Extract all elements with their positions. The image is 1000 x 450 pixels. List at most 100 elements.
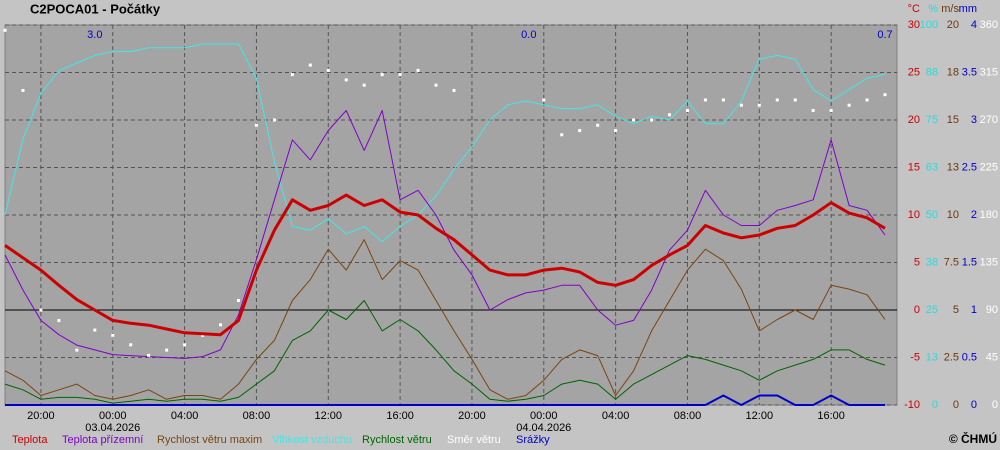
x-tick-label: 08:00 [674,410,702,422]
direction-point [39,308,43,312]
y-tick-label: 2.5 [944,351,959,363]
y-tick-label: 90 [986,304,998,316]
x-tick-label: 08:00 [243,410,271,422]
legend-entry: Vlhkost vzduchu [272,434,352,446]
y-tick-label: 0 [992,399,998,411]
axis-unit: % [928,3,938,15]
series-line [4,193,886,337]
direction-point [57,319,61,323]
x-tick-label: 16:00 [386,410,414,422]
y-tick-label: 20 [908,114,920,126]
x-tick-label: 12:00 [315,410,343,422]
direction-point [380,73,384,77]
direction-point [650,118,654,122]
direction-point [147,353,151,357]
direction-point [811,109,815,112]
y-tick-label: 7.5 [944,256,959,268]
y-tick-label: 5 [953,304,959,316]
y-tick-label: 4 [971,19,977,31]
y-tick-label: 2 [971,209,977,221]
direction-point [578,129,582,133]
y-tick-label: 63 [926,161,938,173]
direction-point [75,348,79,352]
y-tick-label: 100 [920,19,938,31]
y-tick-label: 180 [980,209,998,221]
direction-point [254,123,258,127]
direction-point [21,88,25,92]
direction-point [703,98,707,102]
direction-point [344,78,348,82]
y-tick-label: 20 [947,19,959,31]
direction-point [542,98,546,102]
direction-point [416,68,420,72]
direction-point [165,348,169,352]
direction-point [883,93,887,97]
legend-entry: Teplota [12,434,48,446]
direction-point [775,98,779,102]
copyright: © ČHMÚ [949,431,997,446]
direction-point [219,323,223,327]
direction-point [111,333,115,337]
y-tick-label: 3.5 [962,66,977,78]
direction-point [236,299,240,302]
y-tick-label: 15 [908,161,920,173]
y-tick-label: 0 [914,304,920,316]
axis-unit: °C [908,3,920,15]
chart-title: C2POCA01 - Počátky [30,1,161,16]
direction-point [739,103,743,107]
direction-point [596,123,600,127]
annotation: 0.0 [521,29,536,41]
y-tick-label: 360 [980,19,998,31]
direction-point [362,83,366,87]
y-tick-label: 88 [926,66,938,78]
legend-entry: Směr větru [447,434,501,446]
direction-point [757,103,761,107]
axis-unit: m/s [941,3,959,15]
y-tick-label: 225 [980,161,998,173]
series-line [4,239,886,400]
y-tick-label: 1 [971,304,977,316]
y-tick-label: 75 [926,114,938,126]
y-tick-label: 13 [947,161,959,173]
direction-point [290,73,294,77]
y-tick-label: 3 [971,114,977,126]
x-tick-label: 20:00 [27,410,55,422]
y-tick-label: 30 [908,19,920,31]
direction-point [326,68,330,72]
y-tick-label: -10 [904,399,920,411]
axis-unit: mm [959,3,977,15]
direction-point [632,118,636,122]
direction-point [272,118,276,122]
direction-point [560,133,564,137]
x-tick-label: 04:00 [602,410,630,422]
y-tick-label: 0 [932,399,938,411]
y-tick-label: 5 [914,256,920,268]
direction-point [685,109,689,112]
y-tick-label: 0 [971,399,977,411]
x-tick-label: 16:00 [817,410,845,422]
x-tick-label: 00:00 [530,410,558,422]
annotation: 0.7 [877,29,892,41]
direction-point [721,98,725,102]
y-tick-label: 10 [947,209,959,221]
y-tick-label: 25 [926,304,938,316]
y-tick-label: 25 [908,66,920,78]
y-tick-label: 270 [980,114,998,126]
direction-point [793,98,797,102]
legend-entry: Rychlost větru [362,434,432,446]
x-tick-label: 12:00 [746,410,774,422]
y-tick-label: 2.5 [962,161,977,173]
y-tick-label: 0 [953,399,959,411]
direction-point [129,343,133,347]
direction-point [201,333,205,337]
y-tick-label: 315 [980,66,998,78]
direction-point [452,88,456,92]
y-tick-label: 15 [947,114,959,126]
y-tick-label: 0.5 [962,351,977,363]
date-label: 04.04.2026 [516,422,571,434]
y-tick-label: 1.5 [962,256,977,268]
direction-point [3,28,7,32]
direction-point [829,109,833,112]
y-tick-label: 10 [908,209,920,221]
